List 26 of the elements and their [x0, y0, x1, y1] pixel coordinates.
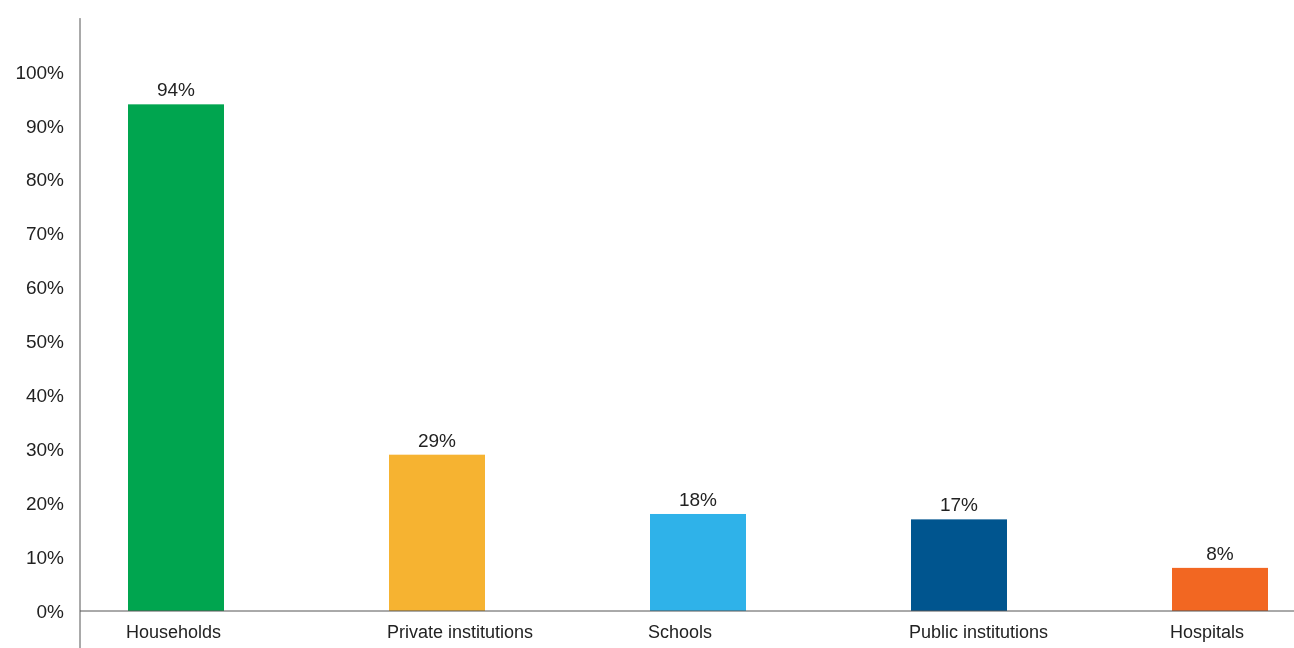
y-tick-label: 60% [25, 277, 65, 299]
data-label: 8% [1206, 542, 1234, 564]
bar [389, 454, 485, 611]
x-tick-label: Schools [648, 622, 713, 642]
data-label: 18% [678, 488, 718, 510]
x-tick-label: Private institutions [387, 622, 534, 642]
data-label: 94% [156, 79, 196, 101]
y-tick-label: 40% [25, 385, 65, 407]
bar [650, 513, 746, 611]
bar [911, 519, 1007, 611]
y-tick-label: 70% [25, 223, 65, 245]
y-tick-label: 100% [15, 61, 65, 83]
x-tick-label: Hospitals [1170, 622, 1245, 642]
y-tick-label: 90% [25, 115, 65, 137]
y-tick-label: 80% [25, 169, 65, 191]
bar [1172, 567, 1268, 611]
y-tick-label: 50% [25, 331, 65, 353]
y-tick-label: 30% [25, 438, 65, 460]
y-tick-label: 10% [25, 546, 65, 568]
x-tick-label: Households [126, 622, 222, 642]
bar [128, 104, 224, 611]
y-tick-label: 20% [25, 492, 65, 514]
y-tick-label: 0% [36, 600, 65, 622]
data-label: 29% [417, 429, 457, 451]
x-tick-label: Public institutions [909, 622, 1049, 642]
data-label: 17% [939, 494, 979, 516]
